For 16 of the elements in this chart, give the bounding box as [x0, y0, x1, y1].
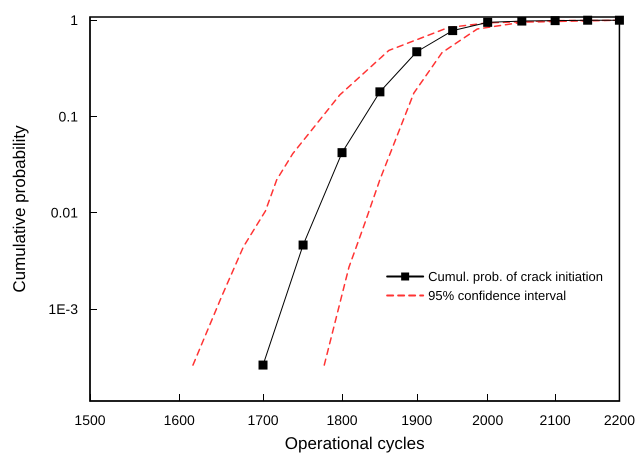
x-tick-label: 1600: [164, 412, 195, 428]
x-tick-label: 1700: [247, 412, 279, 428]
y-tick-label: 0.1: [58, 108, 78, 124]
y-tick-label: 0.01: [50, 204, 78, 221]
y-axis-title: Cumulative probability: [10, 124, 29, 293]
y-tick-label: 1: [70, 12, 78, 28]
y-tick-label: 1E-3: [48, 300, 78, 317]
x-tick-label: 1500: [74, 412, 106, 428]
legend-label: 95% confidence interval: [428, 288, 566, 303]
x-tick-label: 1900: [401, 412, 433, 428]
x-tick-label: 2000: [472, 412, 504, 428]
legend-label: Cumul. prob. of crack initiation: [428, 269, 604, 284]
x-axis-title: Operational cycles: [284, 434, 425, 453]
x-tick-label: 2100: [540, 412, 571, 428]
x-tick-label: 1800: [326, 412, 358, 428]
x-tick-label: 2200: [604, 412, 636, 428]
